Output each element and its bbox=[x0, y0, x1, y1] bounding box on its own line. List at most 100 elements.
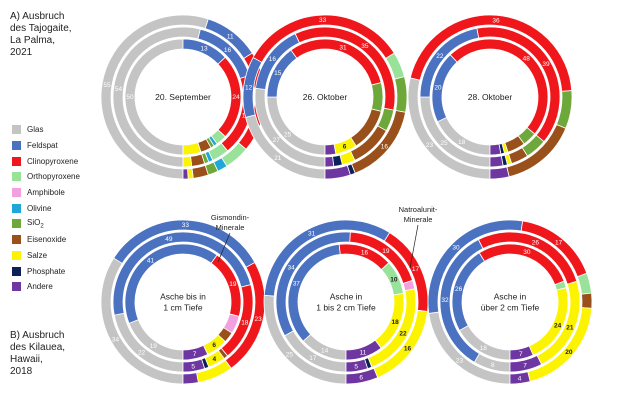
segment-label: 20 bbox=[565, 349, 573, 356]
segment-label: 4 bbox=[518, 376, 522, 383]
segment-label: 26 bbox=[455, 286, 463, 293]
segment-label: 18 bbox=[458, 139, 466, 146]
segment-label: 14 bbox=[321, 348, 329, 355]
legend-swatch bbox=[12, 203, 21, 213]
section-a-title: A) Ausbruch des Tajogaite, La Palma, 202… bbox=[10, 11, 72, 58]
segment-label: 5 bbox=[191, 363, 195, 370]
donut-center-label: 20. September bbox=[155, 92, 211, 102]
legend-label: Feldspat bbox=[27, 141, 58, 151]
donut-chart: 25 31 17 16 6 17 34 19 22 5 14 37 16 10 18 11 Asche in1 … bbox=[263, 219, 429, 385]
donut-segment bbox=[191, 164, 209, 179]
donut-center-label: Asche bis in bbox=[160, 292, 206, 302]
section-b-title: B) Ausbruch des Kilauea, Hawaii, 2018 bbox=[10, 330, 66, 377]
segment-label: 35 bbox=[361, 43, 369, 50]
segment-label: 37 bbox=[293, 281, 301, 288]
segment-label: 50 bbox=[126, 94, 134, 101]
legend-swatch bbox=[12, 219, 21, 229]
donut-center-label: Asche in bbox=[330, 292, 363, 302]
legend-swatch bbox=[12, 125, 21, 135]
segment-label: 18 bbox=[241, 319, 249, 326]
donut-segment bbox=[345, 358, 369, 373]
segment-label: 8 bbox=[491, 362, 495, 369]
legend-label: SiO2 bbox=[27, 218, 44, 230]
legend-swatch bbox=[12, 188, 21, 198]
donut-center-label: 1 cm Tiefe bbox=[163, 303, 202, 313]
donut-segment bbox=[581, 292, 593, 309]
segment-label: 21 bbox=[566, 325, 574, 332]
legend-swatch bbox=[12, 235, 21, 245]
segment-label: 34 bbox=[288, 264, 296, 271]
donut-segment bbox=[190, 153, 206, 167]
donut-segment bbox=[324, 143, 337, 156]
segment-label: 16 bbox=[361, 250, 369, 257]
donut-segment bbox=[509, 371, 531, 385]
segment-label: 23 bbox=[426, 142, 434, 149]
segment-label: 39 bbox=[542, 61, 550, 68]
legend-swatch bbox=[12, 250, 21, 260]
legend-label: Andere bbox=[27, 282, 53, 292]
segment-label: 26 bbox=[532, 239, 540, 246]
segment-label: 24 bbox=[554, 322, 562, 329]
segment-label: 6 bbox=[212, 342, 216, 349]
segment-label: 33 bbox=[319, 17, 327, 24]
segment-label: 34 bbox=[112, 336, 120, 343]
segment-label: 16 bbox=[404, 345, 412, 352]
donut-segment bbox=[509, 355, 543, 373]
legend-item: Olivine bbox=[12, 200, 80, 216]
segment-label: 19 bbox=[150, 343, 158, 350]
annotation-leader bbox=[217, 232, 231, 263]
segment-label: 25 bbox=[284, 132, 292, 139]
annotation-label: Natroalunit- bbox=[399, 205, 438, 214]
segment-label: 16 bbox=[381, 143, 389, 150]
annotation-label: Minerale bbox=[216, 223, 245, 232]
segment-label: 16 bbox=[269, 56, 277, 63]
legend-swatch bbox=[12, 172, 21, 182]
legend-label: Amphibole bbox=[27, 188, 65, 198]
segment-label: 36 bbox=[492, 17, 500, 24]
donut-segment bbox=[182, 372, 199, 385]
segment-label: 30 bbox=[523, 249, 531, 256]
segment-label: 32 bbox=[441, 297, 449, 304]
donut-segment bbox=[345, 339, 382, 361]
donut-center-label: 26. Oktober bbox=[303, 92, 348, 102]
donut-chart: 21 12 33 16 27 16 35 25 15 31 6 26. Oktober bbox=[242, 14, 408, 180]
segment-label: 10 bbox=[390, 276, 398, 283]
legend-item: Feldspat bbox=[12, 138, 80, 154]
segment-label: 4 bbox=[213, 356, 217, 363]
segment-label: 25 bbox=[286, 351, 294, 358]
legend-item: Phosphate bbox=[12, 263, 80, 279]
segment-label: 54 bbox=[115, 86, 123, 93]
segment-label: 41 bbox=[147, 257, 155, 264]
segment-label: 33 bbox=[182, 222, 190, 229]
segment-label: 18 bbox=[480, 345, 488, 352]
donut-segment bbox=[324, 156, 335, 168]
segment-label: 55 bbox=[103, 82, 111, 89]
donut-chart: 34 33 23 22 49 18 4 5 19 41 19 6 7 Asche bis in1 cm T… bbox=[100, 219, 266, 385]
annotation-leader bbox=[409, 224, 419, 269]
segment-label: 21 bbox=[274, 155, 282, 162]
segment-label: 15 bbox=[274, 70, 282, 77]
legend-swatch bbox=[12, 266, 21, 276]
segment-label: 11 bbox=[360, 349, 367, 356]
annotation-label: Minerale bbox=[404, 215, 433, 224]
annotation-label: Gismondin- bbox=[211, 213, 250, 222]
legend-label: Eisenoxide bbox=[27, 235, 67, 245]
legend-label: Orthopyroxene bbox=[27, 172, 80, 182]
donut-center-label: über 2 cm Tiefe bbox=[481, 303, 540, 313]
segment-label: 24 bbox=[232, 94, 240, 101]
segment-label: 20 bbox=[434, 84, 442, 91]
segment-label: 11 bbox=[227, 33, 234, 40]
legend-item: SiO2 bbox=[12, 216, 80, 232]
segment-label: 17 bbox=[412, 266, 420, 273]
donut-segment bbox=[509, 345, 534, 361]
segment-label: 7 bbox=[523, 362, 527, 369]
segment-label: 48 bbox=[523, 56, 531, 63]
segment-label: 19 bbox=[382, 248, 390, 255]
segment-label: 23 bbox=[255, 316, 263, 323]
legend-item: Andere bbox=[12, 279, 80, 295]
segment-label: 13 bbox=[200, 46, 208, 53]
segment-label: 17 bbox=[555, 240, 563, 247]
segment-label: 6 bbox=[359, 375, 363, 382]
